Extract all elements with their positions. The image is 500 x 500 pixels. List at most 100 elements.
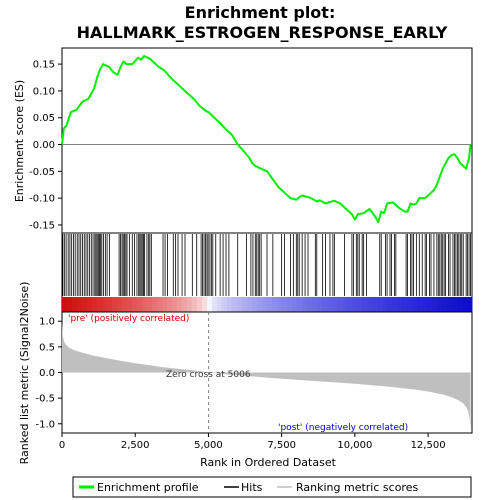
- rank-color-band-segment: [217, 297, 223, 312]
- legend-label-enrichment: Enrichment profile: [97, 481, 199, 494]
- rank-color-band-segment: [327, 297, 333, 312]
- rank-color-band-segment: [267, 297, 273, 312]
- rank-color-band-segment: [117, 297, 123, 312]
- rank-color-band-segment: [67, 297, 73, 312]
- ranked-metric-panel: 1.0 0.5 0.0 -0.5 -1.0 0 2,500 5,000 7,500 10,000 1…: [35, 311, 473, 451]
- legend: Enrichment profile Hits Ranking metric s…: [72, 476, 472, 498]
- chart-title-line1: Enrichment plot:: [185, 3, 336, 22]
- rank-color-band-segment: [407, 297, 413, 312]
- x-axis-label: Rank in Ordered Dataset: [200, 456, 337, 469]
- metric-axis-label: Ranked list metric (Signal2Noise): [18, 282, 31, 465]
- legend-label-ranking: Ranking metric scores: [296, 481, 418, 494]
- metric-y-tick-label: 0.0: [39, 368, 55, 379]
- rank-color-band-segment: [432, 297, 438, 312]
- es-y-tick-label: 0.00: [33, 140, 55, 151]
- x-tick-label: 2,500: [121, 440, 150, 451]
- rank-color-band-segment: [72, 297, 78, 312]
- rank-color-band-segment: [142, 297, 148, 312]
- rank-color-band-segment: [337, 297, 343, 312]
- pos-correlated-label: 'pre' (positively correlated): [68, 314, 189, 324]
- rank-color-band-segment: [352, 297, 358, 312]
- rank-color-band-segment: [412, 297, 418, 312]
- rank-color-band-segment: [247, 297, 253, 312]
- x-tick-label: 7,500: [267, 440, 296, 451]
- rank-color-band-segment: [307, 297, 313, 312]
- enrichment-profile-line: [61, 55, 472, 224]
- rank-color-band-segment: [367, 297, 373, 312]
- es-y-tick-label: 0.15: [33, 60, 55, 71]
- rank-color-band-segment: [312, 297, 318, 312]
- metric-y-tick-label: -0.5: [35, 394, 55, 405]
- es-y-tick-label: 0.05: [33, 113, 55, 124]
- es-y-tick-label: -0.05: [29, 167, 55, 178]
- neg-correlated-label: 'post' (negatively correlated): [278, 423, 408, 433]
- rank-color-band-segment: [417, 297, 423, 312]
- rank-color-band-segment: [357, 297, 363, 312]
- rank-color-band-segment: [257, 297, 263, 312]
- rank-color-band-segment: [347, 297, 353, 312]
- rank-color-band-segment: [457, 297, 463, 312]
- rank-color-band-segment: [282, 297, 288, 312]
- rank-color-band-segment: [302, 297, 308, 312]
- rank-color-band-segment: [62, 297, 68, 312]
- rank-color-band-segment: [397, 297, 403, 312]
- rank-color-band-segment: [252, 297, 258, 312]
- rank-color-band-segment: [322, 297, 328, 312]
- rank-color-band-segment: [272, 297, 278, 312]
- legend-box: [72, 476, 472, 498]
- rank-color-band-segment: [197, 297, 203, 312]
- x-tick-label: 12,500: [411, 440, 446, 451]
- rank-color-band-segment: [317, 297, 323, 312]
- rank-color-band-segment: [442, 297, 448, 312]
- legend-label-hits: Hits: [241, 481, 263, 494]
- rank-color-band-segment: [122, 297, 128, 312]
- rank-color-band-segment: [377, 297, 383, 312]
- chart-title-line2: HALLMARK_ESTROGEN_RESPONSE_EARLY: [77, 23, 448, 42]
- rank-color-band-segment: [372, 297, 378, 312]
- rank-color-band-segment: [222, 297, 228, 312]
- rank-color-band-segment: [77, 297, 83, 312]
- rank-color-band-segment: [462, 297, 468, 312]
- es-plot-frame: [61, 47, 473, 234]
- x-tick-label: 0: [59, 440, 65, 451]
- rank-color-band-segment: [422, 297, 428, 312]
- rank-color-band-segment: [297, 297, 303, 312]
- rank-color-band-segment: [207, 297, 213, 312]
- hits-panel: [61, 232, 473, 313]
- rank-color-band-segment: [107, 297, 113, 312]
- rank-color-band-segment: [427, 297, 433, 312]
- rank-color-band-segment: [292, 297, 298, 312]
- rank-color-band-segment: [277, 297, 283, 312]
- metric-y-tick-label: 0.5: [39, 342, 55, 353]
- rank-color-band-segment: [437, 297, 443, 312]
- rank-color-band-segment: [452, 297, 458, 312]
- rank-color-band-segment: [102, 297, 108, 312]
- rank-color-band-segment: [382, 297, 388, 312]
- rank-color-band-segment: [87, 297, 93, 312]
- es-y-tick-label: -0.15: [29, 220, 55, 231]
- rank-color-band-segment: [82, 297, 88, 312]
- es-axis-label: Enrichment score (ES): [13, 80, 26, 202]
- rank-color-band-segment: [392, 297, 398, 312]
- rank-color-band-segment: [467, 297, 473, 312]
- rank-color-band-segment: [157, 297, 163, 312]
- rank-color-band-segment: [137, 297, 143, 312]
- rank-color-band-segment: [262, 297, 268, 312]
- x-tick-label: 10,000: [337, 440, 372, 451]
- rank-color-band-segment: [227, 297, 233, 312]
- rank-color-band-segment: [447, 297, 453, 312]
- rank-color-band-segment: [332, 297, 338, 312]
- rank-color-band-segment: [92, 297, 98, 312]
- rank-color-band-segment: [202, 297, 208, 312]
- rank-color-band-segment: [237, 297, 243, 312]
- rank-color-band-segment: [387, 297, 393, 312]
- x-tick-label: 5,000: [194, 440, 223, 451]
- rank-color-band-segment: [162, 297, 168, 312]
- rank-color-band-segment: [192, 297, 198, 312]
- es-y-tick-label: -0.10: [29, 194, 55, 205]
- rank-color-band-segment: [167, 297, 173, 312]
- rank-color-band-segment: [242, 297, 248, 312]
- rank-color-band-segment: [187, 297, 193, 312]
- metric-y-tick-label: 1.0: [39, 317, 55, 328]
